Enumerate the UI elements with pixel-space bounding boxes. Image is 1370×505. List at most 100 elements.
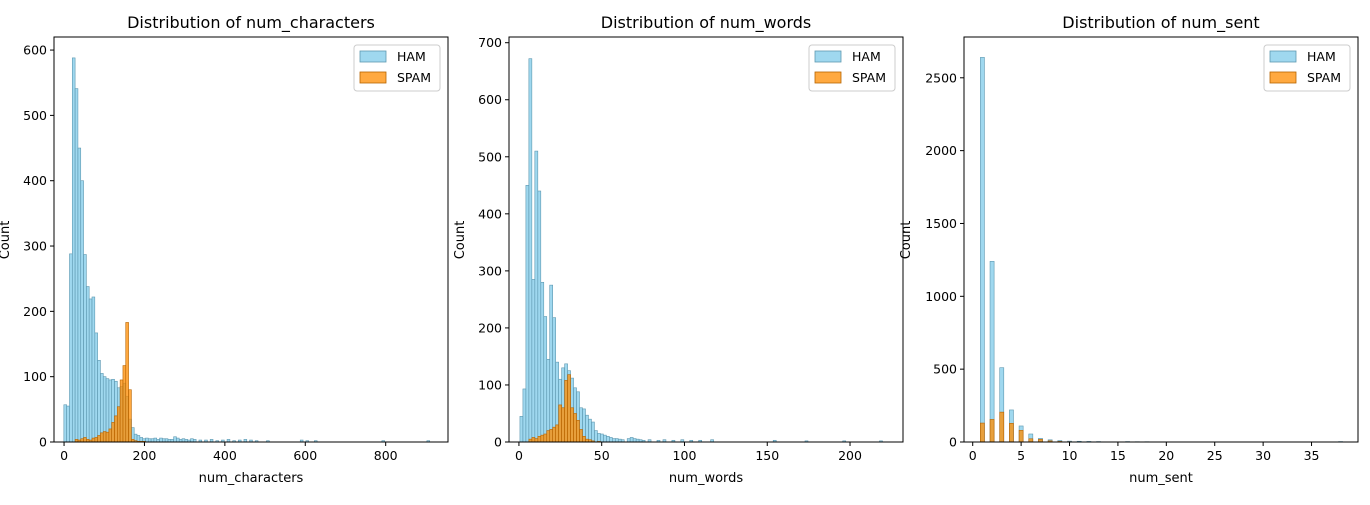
legend-label-spam: SPAM xyxy=(852,70,886,85)
bar-ham xyxy=(75,89,78,442)
x-axis-label: num_sent xyxy=(1129,471,1193,486)
series-ham xyxy=(980,57,1342,442)
bar-spam xyxy=(990,419,994,442)
bar-ham xyxy=(550,285,553,442)
y-tick-label: 1000 xyxy=(925,289,957,304)
legend-label-spam: SPAM xyxy=(1307,70,1341,85)
chart-title: Distribution of num_words xyxy=(601,13,811,33)
bar-spam xyxy=(112,422,115,442)
bar-ham xyxy=(553,318,556,442)
bar-ham xyxy=(980,57,984,442)
bar-spam xyxy=(980,423,984,442)
y-axis-label: Count xyxy=(0,221,13,260)
chart-panel-num-words: Distribution of num_words num_words Coun… xyxy=(453,13,903,486)
bar-spam xyxy=(109,429,112,442)
bar-ham xyxy=(612,439,615,442)
bar-ham xyxy=(72,58,75,442)
bar-spam xyxy=(103,432,106,442)
x-axis-label: num_characters xyxy=(199,471,304,486)
legend-swatch-ham xyxy=(360,51,386,62)
x-tick-label: 35 xyxy=(1304,448,1320,463)
x-tick-label: 10 xyxy=(1062,448,1078,463)
bar-spam xyxy=(535,439,538,442)
bar-ham xyxy=(544,317,547,442)
bar-ham xyxy=(523,389,526,442)
bar-ham xyxy=(633,439,636,442)
bar-ham xyxy=(609,437,612,442)
bar-ham xyxy=(95,333,98,442)
bar-ham xyxy=(145,438,148,442)
bar-spam xyxy=(126,322,129,442)
x-tick-label: 200 xyxy=(838,448,862,463)
y-tick-label: 300 xyxy=(478,263,502,278)
bar-spam xyxy=(95,437,98,442)
bar-ham xyxy=(538,191,541,442)
bar-ham xyxy=(600,434,603,442)
y-tick-label: 0 xyxy=(39,435,47,450)
legend-label-spam: SPAM xyxy=(397,70,431,85)
chart-title: Distribution of num_sent xyxy=(1062,13,1259,33)
legend: HAM SPAM xyxy=(1264,45,1350,91)
bar-ham xyxy=(81,181,84,442)
bar-ham xyxy=(529,59,532,442)
legend-label-ham: HAM xyxy=(1307,49,1336,64)
bar-ham xyxy=(100,373,103,442)
y-tick-label: 1500 xyxy=(925,216,957,231)
bar-spam xyxy=(562,408,565,442)
bar-spam xyxy=(541,435,544,442)
chart-title: Distribution of num_characters xyxy=(127,13,375,33)
legend-swatch-spam xyxy=(360,72,386,83)
bar-spam xyxy=(544,434,547,442)
x-tick-label: 50 xyxy=(594,448,610,463)
bar-ham xyxy=(594,431,597,442)
bar-ham xyxy=(526,185,529,442)
x-tick-label: 20 xyxy=(1158,448,1174,463)
y-tick-label: 300 xyxy=(23,239,47,254)
y-tick-label: 400 xyxy=(478,206,502,221)
bar-ham xyxy=(597,433,600,442)
bar-spam xyxy=(1019,430,1023,442)
bar-ham xyxy=(154,438,157,442)
bar-ham xyxy=(588,419,591,442)
bar-ham xyxy=(591,422,594,442)
y-tick-label: 100 xyxy=(23,369,47,384)
bar-ham xyxy=(160,438,163,442)
bar-spam xyxy=(550,429,553,442)
x-tick-label: 5 xyxy=(1017,448,1025,463)
x-tick-label: 0 xyxy=(515,448,523,463)
bar-ham xyxy=(84,255,87,442)
x-tick-label: 100 xyxy=(673,448,697,463)
chart-panel-num-characters: Distribution of num_characters num_chara… xyxy=(0,13,448,486)
bar-ham xyxy=(990,261,994,442)
y-axis-label: Count xyxy=(453,221,468,260)
bar-spam xyxy=(1000,412,1004,442)
bar-spam xyxy=(106,432,109,442)
bar-spam xyxy=(115,416,118,442)
y-tick-label: 0 xyxy=(494,435,502,450)
bar-ham xyxy=(174,437,177,442)
x-tick-label: 800 xyxy=(374,448,398,463)
bar-ham xyxy=(64,405,67,442)
series-ham xyxy=(520,59,883,442)
bar-spam xyxy=(117,407,120,442)
x-tick-label: 150 xyxy=(755,448,779,463)
legend-label-ham: HAM xyxy=(397,49,426,64)
bar-ham xyxy=(89,299,92,442)
bar-spam xyxy=(571,408,574,442)
bar-ham xyxy=(67,406,70,442)
bar-spam xyxy=(100,433,103,442)
y-tick-label: 2000 xyxy=(925,143,957,158)
bar-spam xyxy=(568,375,571,442)
bar-spam xyxy=(556,425,559,442)
bar-spam xyxy=(92,438,95,442)
bar-ham xyxy=(137,435,140,442)
bar-ham xyxy=(78,148,81,442)
bar-ham xyxy=(615,439,618,442)
bar-ham xyxy=(176,438,179,442)
legend-swatch-ham xyxy=(815,51,841,62)
bar-spam xyxy=(84,437,87,442)
legend-swatch-ham xyxy=(1270,51,1296,62)
bar-spam xyxy=(565,380,568,442)
y-tick-label: 200 xyxy=(23,304,47,319)
